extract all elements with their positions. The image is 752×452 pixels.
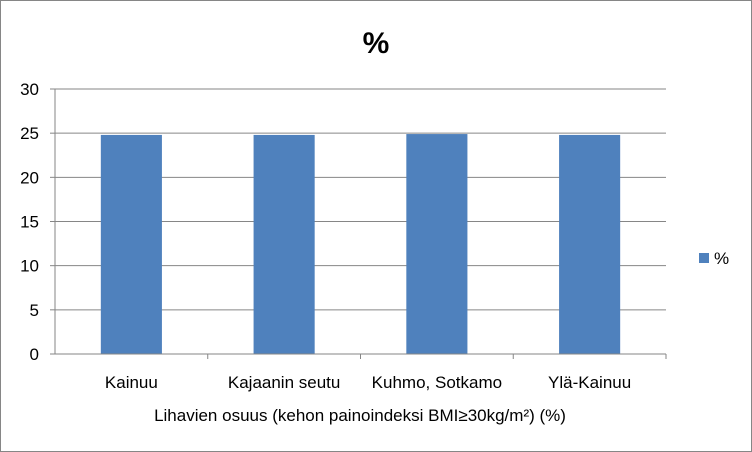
legend-label: % [714, 249, 729, 268]
y-tick-label: 30 [20, 80, 39, 99]
y-tick-label: 10 [20, 257, 39, 276]
y-tick-label: 0 [30, 345, 39, 364]
y-tick-label: 15 [20, 213, 39, 232]
x-category-label: Kainuu [105, 373, 158, 392]
x-axis-categories: Kainuu Kajaanin seutu Kuhmo, Sotkamo Ylä-Ka… [105, 354, 667, 392]
bar [100, 134, 162, 354]
bars [100, 134, 621, 354]
bar [406, 134, 468, 354]
legend: % [699, 249, 729, 268]
bar [559, 134, 621, 354]
x-category-label: Kajaanin seutu [228, 373, 340, 392]
x-axis-title: Lihavien osuus (kehon painoindeksi BMI≥3… [154, 406, 566, 425]
x-category-label: Kuhmo, Sotkamo [372, 373, 502, 392]
y-axis-ticks: 0 5 10 15 20 25 30 [20, 80, 55, 364]
x-category-label: Ylä-Kainuu [548, 373, 631, 392]
y-tick-label: 25 [20, 124, 39, 143]
bar [253, 134, 315, 354]
y-tick-label: 5 [30, 301, 39, 320]
y-tick-label: 20 [20, 168, 39, 187]
legend-swatch [699, 253, 709, 263]
chart-title: % [363, 27, 390, 60]
